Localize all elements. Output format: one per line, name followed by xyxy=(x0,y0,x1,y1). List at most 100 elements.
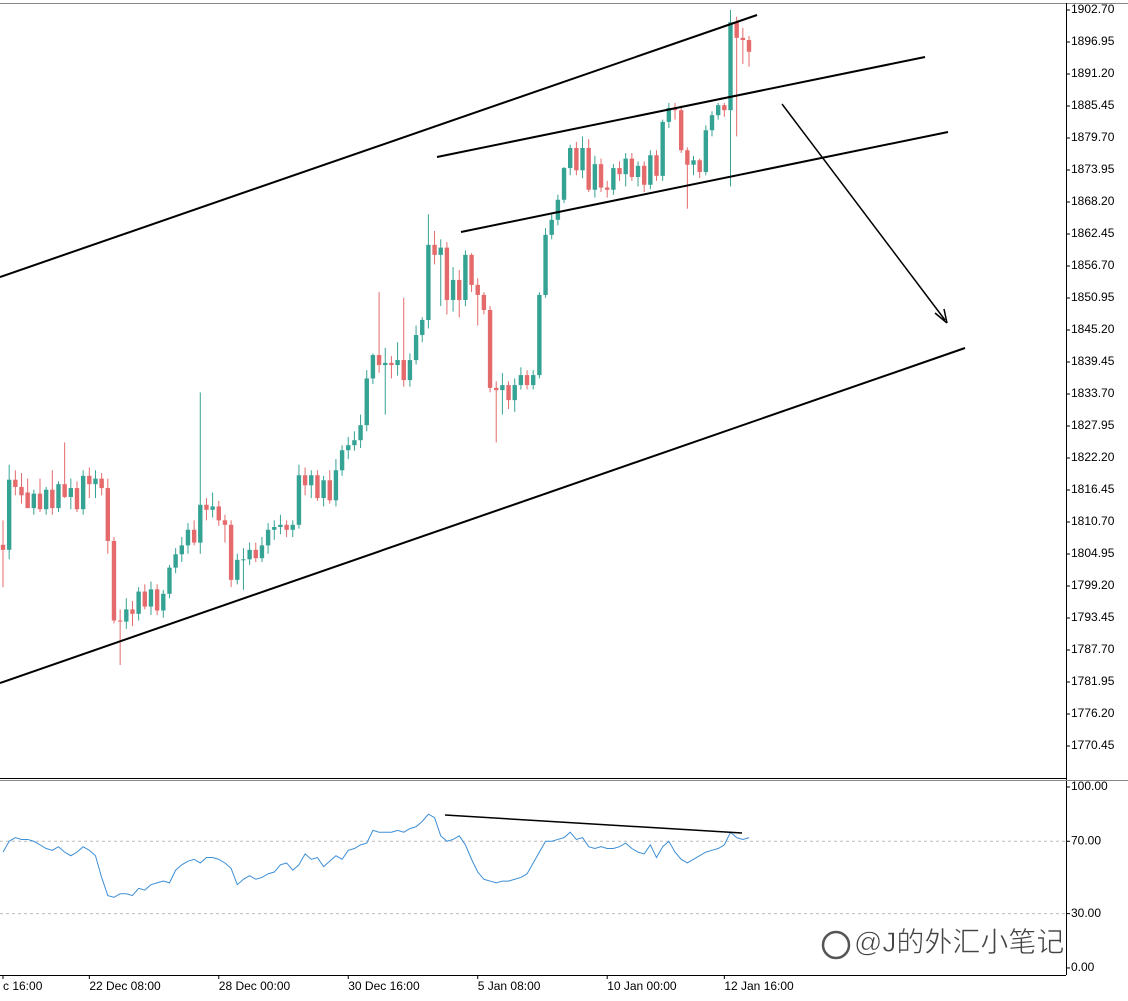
candle-body xyxy=(586,148,591,190)
candle-body xyxy=(228,524,234,580)
candle-body xyxy=(691,160,696,165)
flag-upper xyxy=(436,56,926,158)
candle-body xyxy=(635,165,641,177)
y-tick-label: 1804.95 xyxy=(1071,546,1115,560)
candle-body xyxy=(555,199,561,220)
candle-body xyxy=(130,609,135,614)
candle-body xyxy=(598,164,604,188)
candle-body xyxy=(666,107,672,122)
candle-body xyxy=(524,375,530,386)
candle-body xyxy=(62,484,67,497)
candle-body xyxy=(6,479,12,550)
y-tick-label: 1902.70 xyxy=(1071,2,1115,16)
y-tick-label: 30.00 xyxy=(1071,906,1101,920)
candle-body xyxy=(346,445,351,451)
candle-body xyxy=(481,294,487,310)
x-tick-label: 30 Dec 16:00 xyxy=(348,979,420,993)
candle-body xyxy=(117,620,123,622)
candle-body xyxy=(43,489,49,510)
candle-body xyxy=(68,488,74,497)
candle-body xyxy=(19,486,24,496)
candle-body xyxy=(648,155,653,185)
candle-body xyxy=(420,319,425,336)
candle-body xyxy=(734,22,739,38)
candle-body xyxy=(56,484,61,509)
candle-body xyxy=(426,244,431,320)
candle-body xyxy=(413,335,419,361)
watermark-text: @J的外汇小笔记 xyxy=(854,926,1064,957)
y-tick-label: 1810.70 xyxy=(1071,514,1115,528)
x-tick-label: c 16:00 xyxy=(3,979,43,993)
candle-body xyxy=(284,524,289,530)
candle-body xyxy=(111,540,117,621)
candle-body xyxy=(432,244,437,255)
candle-body xyxy=(722,105,727,111)
candle-body xyxy=(0,544,6,550)
y-tick-label: 1799.20 xyxy=(1071,578,1115,592)
rsi-trendline xyxy=(444,814,743,834)
candle-body xyxy=(512,385,517,401)
candle-body xyxy=(124,609,129,622)
candle-body xyxy=(148,589,154,607)
candle-body xyxy=(333,470,339,501)
plot: 1902.70 1896.95 1891.20 1885.45 1879.70 1873.… xyxy=(0,2,1115,993)
candle-body xyxy=(179,545,184,555)
candle-body xyxy=(660,121,665,176)
candle-body xyxy=(592,164,598,190)
candle-body xyxy=(574,148,579,171)
candle-body xyxy=(290,524,295,530)
candle-body xyxy=(93,478,98,485)
candle-body xyxy=(370,355,376,379)
candle-body xyxy=(611,168,616,190)
rsi-line xyxy=(2,813,750,898)
candle-body xyxy=(31,493,37,509)
candle-body xyxy=(167,567,172,594)
candle-body xyxy=(50,489,55,509)
x-tick-label: 22 Dec 08:00 xyxy=(89,979,161,993)
arrow xyxy=(781,103,946,321)
candle-body xyxy=(641,165,647,185)
y-tick-label: 1770.45 xyxy=(1071,738,1115,752)
y-tick-label: 1827.95 xyxy=(1071,418,1115,432)
candle-body xyxy=(457,279,462,300)
candle-body xyxy=(383,362,388,366)
candle-body xyxy=(339,450,345,471)
candle-body xyxy=(74,488,80,510)
x-tick-label: 28 Dec 00:00 xyxy=(219,979,291,993)
candle-body xyxy=(740,37,746,41)
watermark: @J的外汇小笔记 xyxy=(821,926,1065,960)
candle-body xyxy=(99,478,104,489)
candle-body xyxy=(80,475,86,510)
y-tick-label: 1816.45 xyxy=(1071,482,1115,496)
candle-body xyxy=(604,187,610,190)
candle-body xyxy=(746,40,752,52)
candle-body xyxy=(161,593,166,611)
candle-body xyxy=(309,475,314,486)
candle-body xyxy=(549,219,554,235)
candle-body xyxy=(173,554,178,568)
candle-body xyxy=(235,559,240,580)
candle-body xyxy=(438,247,443,255)
y-tick-label: 1856.70 xyxy=(1071,258,1115,272)
candle-body xyxy=(580,148,585,171)
candle-body xyxy=(191,529,197,543)
candle-body xyxy=(253,549,258,559)
candle-body xyxy=(327,480,332,501)
y-tick-label: 1873.95 xyxy=(1071,162,1115,176)
candle-body xyxy=(469,254,474,285)
candle-body xyxy=(568,148,573,169)
y-tick-label: 1833.70 xyxy=(1071,386,1115,400)
watermark-icon xyxy=(821,930,851,960)
y-tick-label: 1793.45 xyxy=(1071,610,1115,624)
channel-upper xyxy=(0,14,758,278)
candle-body xyxy=(678,110,684,151)
candle-body xyxy=(302,475,308,486)
candle-body xyxy=(463,254,468,300)
candle-body xyxy=(216,506,221,521)
candle-body xyxy=(487,309,493,388)
candle-body xyxy=(500,385,505,391)
candle-body xyxy=(450,279,456,300)
candle-body xyxy=(87,475,92,485)
candle-body xyxy=(376,355,382,366)
